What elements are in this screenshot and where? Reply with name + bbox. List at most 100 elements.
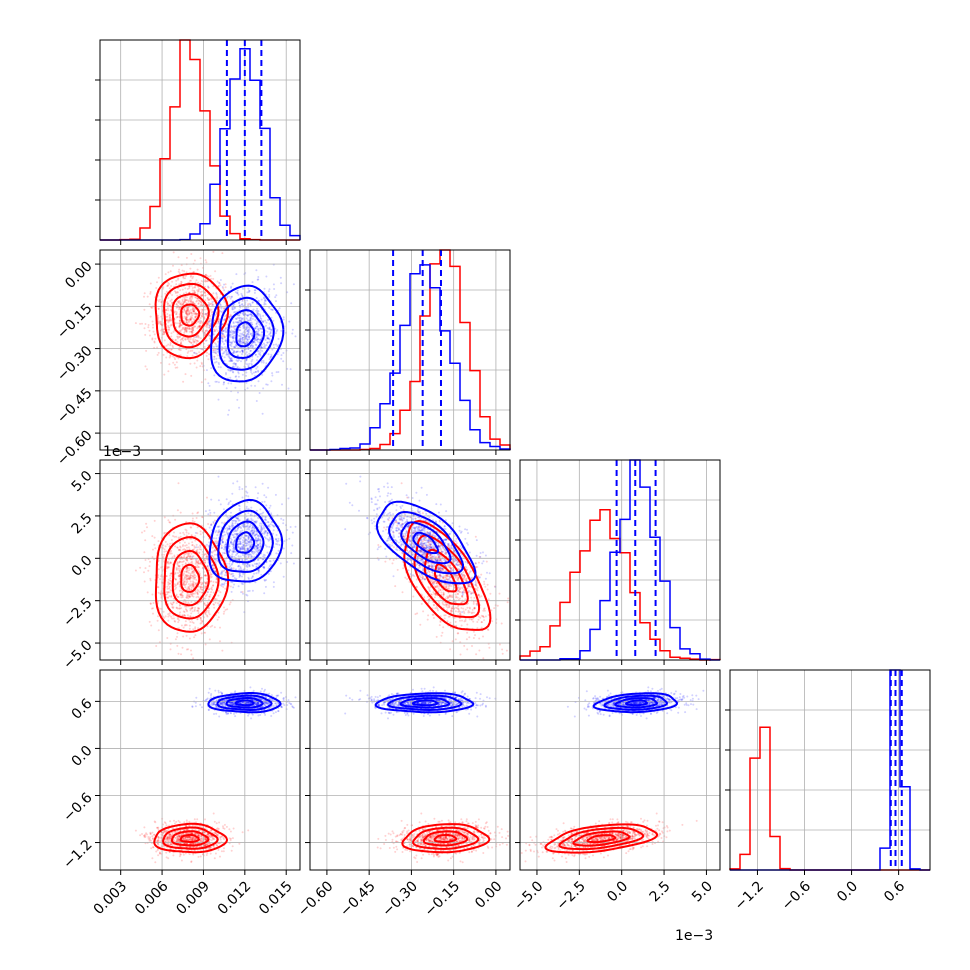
sample-point bbox=[460, 607, 463, 609]
sample-point bbox=[213, 857, 216, 860]
sample-point bbox=[183, 270, 186, 273]
sample-point bbox=[168, 595, 171, 598]
sample-point bbox=[199, 282, 202, 285]
sample-point bbox=[182, 380, 185, 383]
sample-point bbox=[219, 855, 221, 858]
sample-point bbox=[197, 511, 200, 514]
sample-point bbox=[204, 299, 207, 302]
sample-point bbox=[207, 358, 210, 361]
sample-point bbox=[167, 370, 170, 373]
sample-point bbox=[192, 657, 195, 660]
sample-point bbox=[191, 519, 194, 522]
sample-point bbox=[176, 366, 179, 369]
sample-point bbox=[185, 531, 188, 534]
sample-point bbox=[149, 560, 151, 563]
sample-point bbox=[176, 583, 179, 586]
sample-point bbox=[208, 326, 211, 329]
sample-point bbox=[184, 310, 187, 313]
sample-point bbox=[472, 601, 475, 603]
sample-point bbox=[223, 606, 225, 609]
sample-point bbox=[179, 339, 182, 341]
sample-point bbox=[215, 328, 218, 331]
sample-point bbox=[166, 284, 169, 287]
sample-point bbox=[216, 618, 219, 621]
sample-point bbox=[476, 586, 479, 589]
sample-point bbox=[180, 555, 183, 558]
sample-point bbox=[432, 617, 435, 619]
sample-point bbox=[151, 535, 154, 538]
sample-point bbox=[182, 626, 185, 629]
sample-point bbox=[198, 607, 201, 610]
sample-point bbox=[144, 365, 147, 368]
sample-point bbox=[157, 629, 160, 632]
sample-point bbox=[193, 592, 196, 595]
sample-point bbox=[457, 605, 460, 608]
sample-point bbox=[216, 354, 219, 357]
sample-point bbox=[493, 607, 496, 610]
sample-point bbox=[437, 609, 439, 612]
sample-point bbox=[187, 308, 190, 311]
sample-point bbox=[172, 251, 175, 254]
sample-point bbox=[178, 560, 181, 563]
sample-point bbox=[179, 593, 182, 596]
sample-point bbox=[146, 591, 149, 594]
sample-point bbox=[151, 556, 154, 559]
sample-point bbox=[147, 569, 150, 572]
sample-point bbox=[195, 296, 197, 299]
sample-point bbox=[181, 327, 184, 330]
sample-point bbox=[194, 562, 197, 565]
sample-point bbox=[188, 298, 191, 300]
sample-point bbox=[168, 356, 171, 359]
sample-point bbox=[383, 526, 386, 529]
sample-point bbox=[480, 573, 483, 576]
sample-point bbox=[151, 593, 154, 596]
sample-point bbox=[228, 295, 231, 298]
sample-point bbox=[166, 301, 169, 304]
sample-point bbox=[229, 313, 232, 316]
sample-point bbox=[396, 568, 399, 571]
sample-point bbox=[461, 619, 463, 622]
sample-point bbox=[196, 618, 199, 621]
sample-point bbox=[205, 261, 208, 264]
sample-point bbox=[190, 568, 193, 571]
sample-point bbox=[191, 541, 194, 544]
sample-point bbox=[201, 290, 203, 293]
sample-point bbox=[176, 836, 179, 839]
sample-point bbox=[450, 609, 453, 612]
sample-point bbox=[168, 328, 171, 331]
sample-point bbox=[377, 544, 380, 546]
sample-point bbox=[462, 571, 465, 574]
sample-point bbox=[438, 820, 441, 823]
sample-point bbox=[433, 596, 436, 599]
sample-point bbox=[177, 300, 180, 303]
sample-point bbox=[190, 320, 193, 323]
sample-point bbox=[157, 300, 160, 303]
sample-point bbox=[187, 542, 190, 545]
sample-point bbox=[219, 836, 222, 839]
sample-point bbox=[185, 819, 188, 822]
sample-point bbox=[229, 830, 232, 833]
sample-point bbox=[178, 325, 181, 328]
sample-point bbox=[185, 312, 188, 315]
sample-point bbox=[157, 591, 160, 594]
sample-point bbox=[206, 322, 209, 325]
sample-point bbox=[175, 303, 178, 306]
sample-point bbox=[470, 596, 473, 599]
sample-point bbox=[228, 316, 231, 319]
sample-point bbox=[188, 330, 191, 333]
sample-point bbox=[439, 620, 442, 622]
sample-point bbox=[197, 855, 200, 858]
sample-point bbox=[426, 618, 429, 621]
sample-point bbox=[153, 543, 156, 546]
sample-point bbox=[179, 329, 182, 332]
sample-point bbox=[231, 845, 234, 848]
sample-point bbox=[238, 842, 241, 845]
sample-point bbox=[197, 595, 199, 598]
sample-point bbox=[178, 855, 181, 858]
sample-point bbox=[222, 330, 224, 333]
sample-point bbox=[167, 615, 170, 618]
sample-point bbox=[148, 565, 151, 568]
sample-point bbox=[200, 619, 203, 622]
sample-point bbox=[448, 605, 451, 608]
sample-point bbox=[215, 598, 218, 601]
